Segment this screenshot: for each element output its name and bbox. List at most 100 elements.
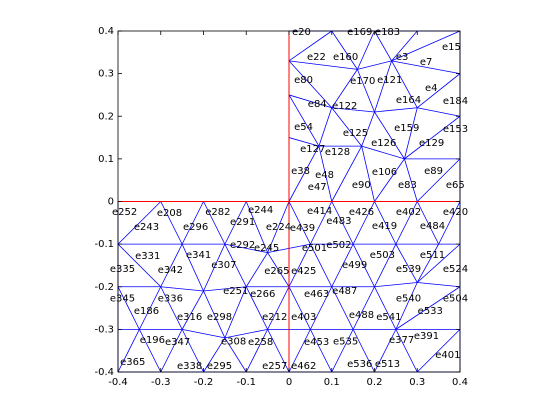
element-label: e90 bbox=[352, 180, 371, 191]
mesh-edge bbox=[357, 69, 375, 113]
mesh-edge bbox=[374, 286, 397, 330]
x-tick-label: 0.2 bbox=[367, 377, 383, 388]
element-label: e308 bbox=[221, 336, 246, 347]
mesh-edge bbox=[288, 30, 332, 62]
mesh-edge bbox=[288, 137, 320, 147]
mesh-edge bbox=[310, 286, 333, 330]
element-label: e342 bbox=[158, 265, 183, 276]
mesh-edge bbox=[288, 243, 311, 287]
mesh-edge bbox=[224, 243, 247, 287]
element-label: e365 bbox=[120, 357, 145, 368]
element-label: e125 bbox=[343, 128, 368, 139]
element-label: e502 bbox=[326, 240, 351, 251]
mesh-edge bbox=[374, 201, 397, 245]
mesh-edge bbox=[288, 286, 311, 330]
element-label: e106 bbox=[372, 167, 397, 178]
element-label: e54 bbox=[294, 122, 313, 133]
mesh-edge bbox=[357, 30, 375, 70]
mesh-edge bbox=[417, 73, 461, 109]
element-label: e453 bbox=[304, 337, 329, 348]
y-tick-label: 0.2 bbox=[98, 111, 114, 122]
mesh-edge bbox=[160, 329, 183, 373]
element-label: e335 bbox=[110, 264, 135, 275]
element-label: e153 bbox=[443, 124, 468, 135]
mesh-edge bbox=[374, 107, 418, 113]
element-label: e401 bbox=[435, 350, 460, 361]
element-label: e539 bbox=[396, 264, 421, 275]
mesh-edge bbox=[331, 243, 354, 287]
element-label: e336 bbox=[158, 293, 183, 304]
element-label: e122 bbox=[332, 101, 357, 112]
mesh-edge bbox=[391, 30, 418, 62]
y-tick-label: -0.3 bbox=[94, 324, 114, 335]
mesh-edge bbox=[352, 243, 375, 287]
element-label: e541 bbox=[376, 312, 401, 323]
mesh-edge bbox=[310, 243, 333, 287]
element-label: e129 bbox=[419, 138, 444, 149]
y-tick-label: -0.1 bbox=[94, 239, 114, 250]
mesh-edge bbox=[181, 243, 204, 292]
element-label: e419 bbox=[372, 221, 397, 232]
mesh-edge bbox=[391, 30, 461, 62]
mesh-edge bbox=[331, 30, 358, 70]
element-label: e403 bbox=[291, 312, 316, 323]
element-label: e316 bbox=[177, 312, 202, 323]
element-label: e7 bbox=[420, 57, 433, 68]
mesh-edge bbox=[310, 329, 333, 373]
element-label: e513 bbox=[375, 359, 400, 370]
mesh-edge bbox=[203, 243, 226, 292]
mesh-edge bbox=[160, 201, 183, 245]
mesh-edge bbox=[318, 107, 333, 147]
mesh-edge bbox=[245, 252, 268, 287]
mesh-edge bbox=[160, 286, 204, 292]
mesh-edge bbox=[267, 252, 290, 287]
mesh-edge bbox=[395, 329, 418, 373]
mesh-edge bbox=[404, 158, 418, 202]
element-label: e38 bbox=[291, 166, 310, 177]
mesh-edge bbox=[391, 60, 461, 75]
mesh-edge bbox=[318, 145, 333, 202]
x-tick-label: 0.1 bbox=[324, 377, 340, 388]
mesh-edge bbox=[182, 328, 225, 339]
element-label: e414 bbox=[307, 206, 332, 217]
mesh-edge bbox=[374, 282, 418, 288]
element-label: e338 bbox=[177, 361, 202, 372]
y-tick-label: 0.1 bbox=[98, 154, 114, 165]
element-label: e292 bbox=[230, 240, 255, 251]
mesh-edge bbox=[404, 107, 418, 159]
element-label: e47 bbox=[308, 182, 327, 193]
element-label: e536 bbox=[347, 359, 372, 370]
mesh-edge bbox=[395, 243, 418, 283]
mesh-edge bbox=[395, 286, 461, 330]
mesh-edge bbox=[181, 201, 204, 245]
mesh-edge bbox=[416, 158, 461, 202]
element-label: e501 bbox=[302, 243, 327, 254]
mesh-edge bbox=[267, 201, 290, 253]
element-label: e341 bbox=[186, 250, 211, 261]
element-label: e420 bbox=[443, 207, 468, 218]
mesh-edge bbox=[361, 111, 375, 147]
element-label: e463 bbox=[304, 289, 329, 300]
x-tick-label: 0.4 bbox=[452, 377, 468, 388]
element-label: e462 bbox=[291, 361, 316, 372]
element-label: e170 bbox=[350, 76, 375, 87]
mesh-edge bbox=[417, 107, 461, 117]
mesh-edge bbox=[352, 286, 375, 330]
element-label: e208 bbox=[157, 208, 182, 219]
mesh-edge bbox=[267, 286, 290, 330]
mesh-edge bbox=[374, 60, 392, 113]
element-label: e426 bbox=[349, 207, 374, 218]
element-label: e377 bbox=[389, 335, 414, 346]
element-label: e89 bbox=[424, 166, 443, 177]
x-tick-label: -0.4 bbox=[108, 377, 128, 388]
element-label: e331 bbox=[135, 251, 160, 262]
element-label: e80 bbox=[294, 75, 313, 86]
mesh-edge bbox=[288, 60, 333, 108]
mesh-edge bbox=[352, 201, 375, 245]
y-tick-label: -0.2 bbox=[94, 282, 114, 293]
mesh-edge bbox=[395, 201, 418, 245]
element-label: e257 bbox=[262, 361, 287, 372]
mesh-edge bbox=[117, 286, 140, 330]
